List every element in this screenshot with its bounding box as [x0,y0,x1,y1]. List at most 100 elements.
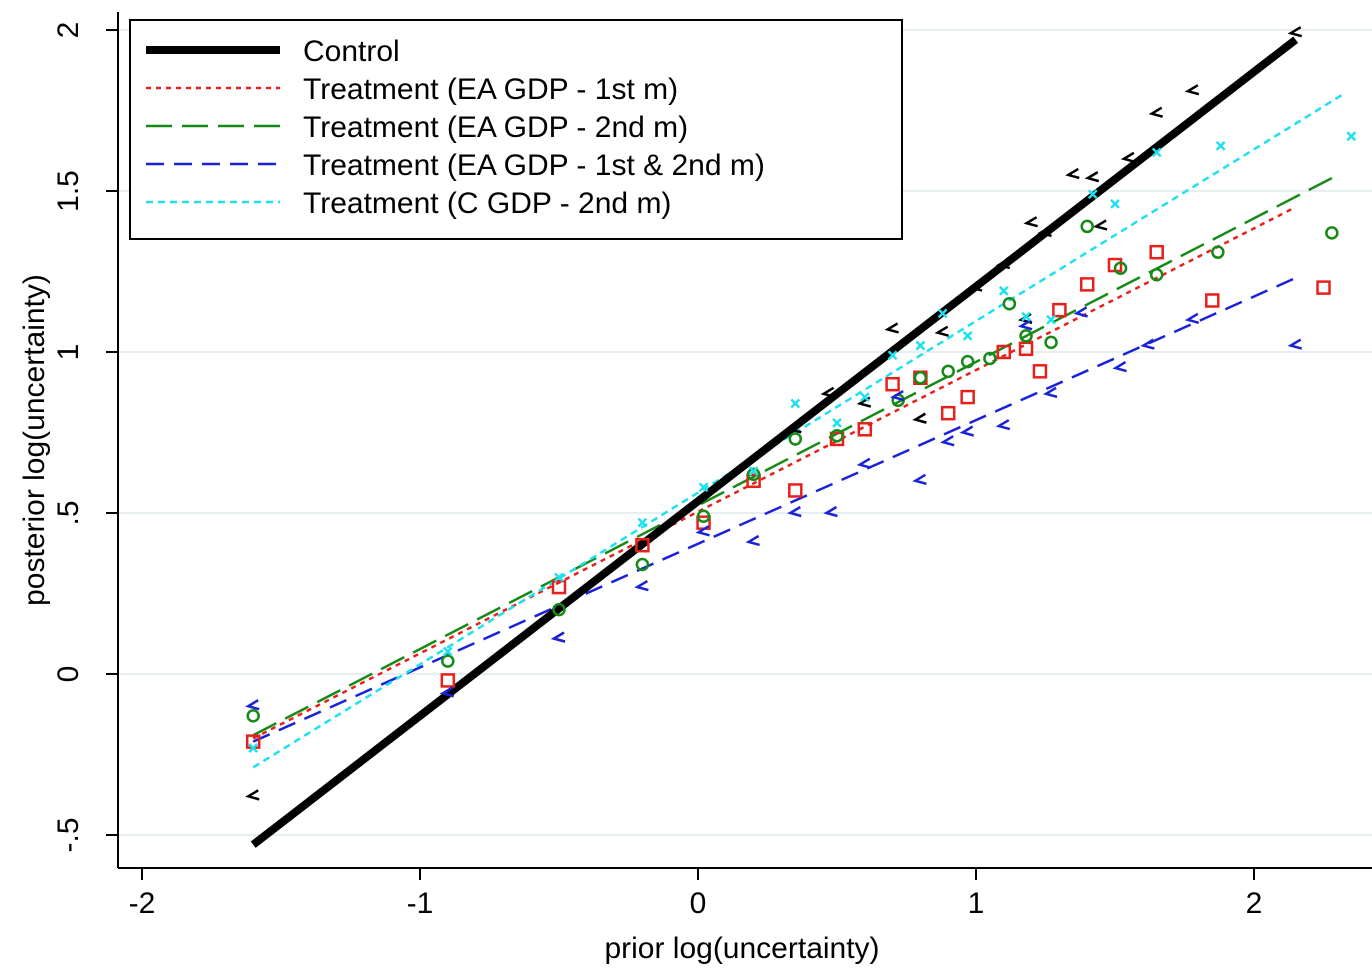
x-tick-label: 2 [1246,887,1263,920]
fit-line-series-0 [250,36,1299,848]
data-point-series-3 [1287,338,1303,350]
data-point-series-1 [960,389,975,405]
data-point-series-1 [1032,364,1048,379]
data-point-series-3 [959,425,974,437]
data-point-series-0 [912,412,927,424]
y-tick-label: 1.5 [52,170,85,212]
data-point-series-1 [885,376,900,392]
legend-label-series-1: Treatment (EA GDP - 1st m) [303,73,678,106]
data-point-series-1 [1316,280,1331,295]
data-point-series-0 [1065,167,1080,180]
data-point-series-2 [1149,267,1164,282]
x-axis-title: prior log(uncertainty) [604,932,879,965]
data-point-series-0 [1037,225,1052,238]
data-point-series-4 [937,308,948,319]
legend: Control Treatment (EA GDP - 1st m) Treatme… [129,19,903,240]
data-point-series-2 [1019,329,1033,343]
data-point-series-2 [246,709,260,723]
data-point-series-1 [635,537,650,553]
data-point-series-4 [1151,147,1162,158]
data-point-series-4 [962,331,973,341]
data-point-series-2 [1080,219,1094,234]
data-point-series-3 [1140,338,1155,350]
axes: -.5 0 .5 1 1.5 2 -2 -1 0 1 2 [52,12,1372,920]
data-point-series-2 [1113,261,1128,276]
data-point-series-3 [1184,312,1200,325]
data-point-series-0 [1287,26,1303,38]
data-point-series-2 [941,364,955,379]
data-point-series-2 [441,654,455,668]
data-point-series-4 [1110,198,1120,209]
data-points [245,26,1357,801]
data-point-series-2 [1044,335,1058,350]
data-point-series-3 [634,579,649,592]
data-point-series-4 [637,517,648,528]
data-point-series-1 [440,673,456,688]
data-point-series-0 [1148,106,1164,118]
data-point-series-2 [1002,296,1017,311]
data-point-series-3 [787,505,802,518]
x-tick-label: -1 [407,887,434,920]
data-point-series-4 [748,466,759,477]
data-point-series-3 [1017,319,1033,331]
data-point-series-2 [913,371,928,385]
data-point-series-1 [551,579,567,595]
x-tick-label: 0 [690,887,707,920]
data-point-series-3 [1042,386,1058,399]
data-point-series-4 [1346,131,1357,142]
data-point-series-3 [1112,361,1127,373]
data-point-series-0 [1084,171,1100,183]
data-point-series-2 [788,432,803,446]
data-point-series-4 [859,392,870,402]
data-point-series-0 [995,257,1011,270]
data-point-series-4 [832,417,842,428]
data-point-series-4 [1021,311,1031,322]
y-tick-label: 0 [52,666,85,683]
data-point-series-3 [912,473,927,486]
data-point-series-4 [442,646,453,657]
y-axis-title: posterior log(uncertainty) [18,274,51,606]
data-point-series-2 [960,354,975,369]
data-point-series-0 [245,789,260,801]
data-point-series-2 [746,467,761,482]
data-point-series-4 [698,482,709,493]
data-point-series-0 [1184,84,1200,96]
data-point-series-1 [1052,302,1067,318]
data-point-series-4 [1215,141,1226,151]
legend-label-series-2: Treatment (EA GDP - 2nd m) [303,111,688,144]
data-point-series-3 [856,457,872,469]
data-point-series-3 [550,631,566,643]
y-tick-label: 1 [52,344,85,361]
data-point-series-4 [1087,189,1098,200]
data-point-series-3 [1073,306,1088,318]
x-tick-label: 1 [968,887,985,920]
y-tick-label: -.5 [52,817,85,852]
data-point-series-1 [940,405,956,421]
data-point-series-1 [829,431,845,447]
data-point-series-2 [830,428,844,443]
data-point-series-1 [1149,244,1164,260]
data-point-series-0 [820,386,835,399]
data-point-series-4 [915,340,926,351]
data-point-series-0 [1120,151,1136,164]
data-point-series-3 [890,390,905,402]
data-point-series-3 [995,418,1011,431]
data-point-series-3 [695,525,710,537]
data-point-series-2 [983,351,997,366]
data-point-series-1 [746,473,761,489]
data-point-series-0 [1092,219,1108,231]
legend-label-series-4: Treatment (C GDP - 2nd m) [303,187,671,220]
data-point-series-2 [1211,245,1225,259]
legend-label-series-0: Control [303,35,400,68]
data-point-series-0 [1023,216,1038,228]
data-point-series-3 [439,686,455,698]
data-point-series-0 [967,280,983,292]
data-point-series-3 [745,534,760,547]
data-point-series-3 [245,699,260,711]
data-point-series-2 [635,557,650,572]
data-point-series-4 [554,572,564,583]
data-point-series-4 [998,285,1009,296]
data-point-series-2 [696,509,711,523]
data-point-series-1 [996,344,1012,360]
